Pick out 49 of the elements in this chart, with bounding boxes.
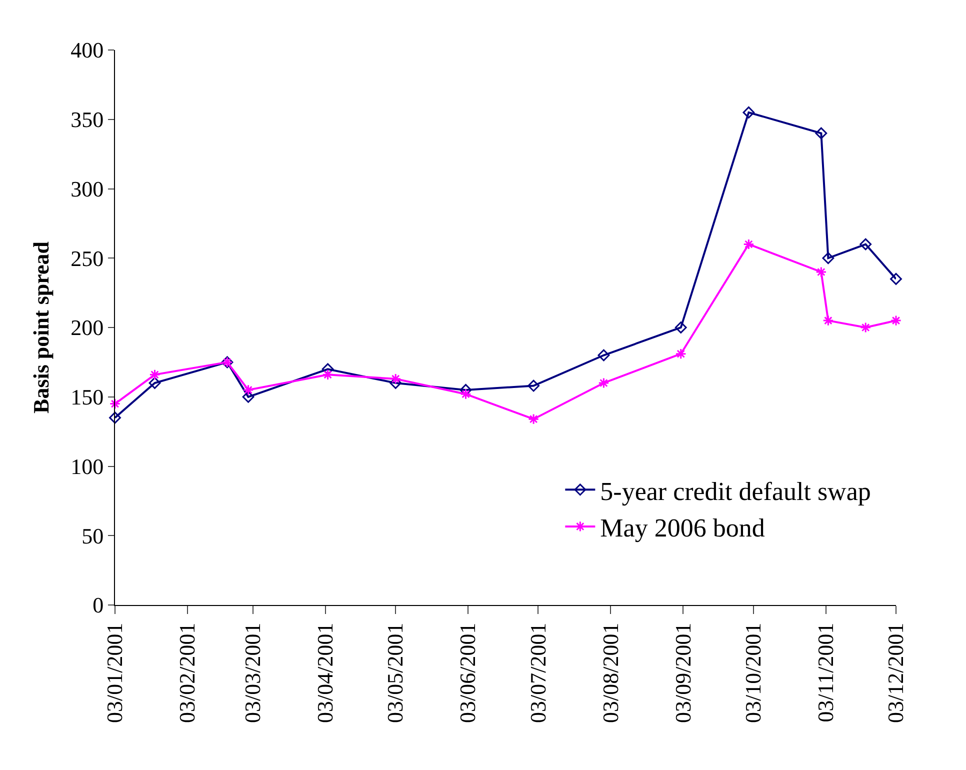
point <box>860 238 872 250</box>
x-tick-label: 03/04/2001 <box>312 622 338 724</box>
point <box>675 348 686 360</box>
point <box>242 384 254 396</box>
x-tick-label: 03/12/2001 <box>883 622 908 724</box>
point <box>890 272 902 285</box>
y-tick-label: 250 <box>70 246 104 271</box>
x-tick-label: 03/05/2001 <box>382 622 408 724</box>
y-axis-title: Basis point spread <box>28 242 54 414</box>
legend-label: 5-year credit default swap <box>600 476 871 506</box>
x-tick-label: 03/09/2001 <box>670 622 696 724</box>
point <box>598 349 610 362</box>
y-tick-label: 150 <box>70 384 104 410</box>
point <box>148 377 161 389</box>
x-tick-label: 03/01/2001 <box>102 622 128 724</box>
point <box>743 238 754 250</box>
x-tick-label: 03/06/2001 <box>455 622 480 724</box>
x-tick-label: 03/03/2001 <box>240 622 266 724</box>
point <box>674 322 687 334</box>
point <box>742 106 755 118</box>
point <box>242 390 254 403</box>
point <box>390 373 402 384</box>
x-tick-label: 03/11/2001 <box>813 622 838 722</box>
y-tick-label: 0 <box>92 592 104 618</box>
y-tick-label: 50 <box>82 523 104 548</box>
y-tick-label: 300 <box>70 176 104 202</box>
point <box>460 388 472 400</box>
x-tick-label: 03/02/2001 <box>174 622 200 724</box>
x-tick-label: 03/08/2001 <box>598 622 623 724</box>
point <box>598 377 610 389</box>
point <box>822 315 834 326</box>
y-tick-label: 100 <box>70 454 104 479</box>
point <box>528 414 540 425</box>
point <box>816 266 827 278</box>
point <box>149 369 160 380</box>
legend-label: May 2006 bond <box>600 514 765 543</box>
point <box>890 315 902 326</box>
y-tick-label: 200 <box>70 315 104 340</box>
point <box>528 380 540 392</box>
x-tick-label: 03/07/2001 <box>525 622 550 724</box>
point <box>815 127 828 140</box>
y-tick-label: 400 <box>70 38 104 63</box>
point <box>109 398 121 410</box>
y-tick-label: 350 <box>70 107 104 132</box>
point <box>860 322 872 334</box>
point <box>109 412 121 424</box>
point <box>822 252 834 264</box>
x-tick-label: 03/10/2001 <box>740 622 766 724</box>
point <box>322 369 334 380</box>
